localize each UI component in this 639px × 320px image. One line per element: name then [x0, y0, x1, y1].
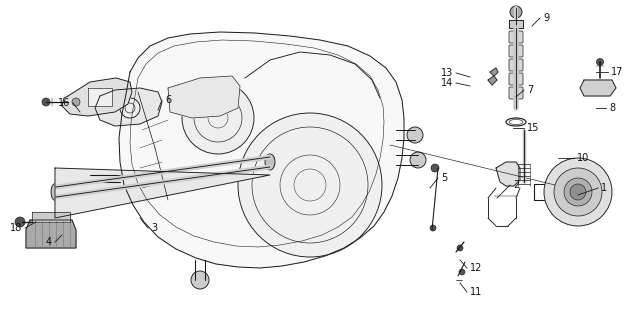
Polygon shape [490, 68, 498, 76]
Polygon shape [95, 88, 162, 126]
FancyBboxPatch shape [509, 73, 523, 85]
Circle shape [457, 245, 463, 251]
Polygon shape [168, 76, 240, 118]
Polygon shape [26, 220, 76, 248]
Ellipse shape [51, 183, 61, 201]
Text: 7: 7 [527, 85, 534, 95]
Text: 9: 9 [543, 13, 549, 23]
Circle shape [510, 6, 522, 18]
Polygon shape [55, 168, 270, 218]
Polygon shape [119, 32, 404, 268]
Text: 15: 15 [527, 123, 539, 133]
FancyBboxPatch shape [509, 31, 523, 43]
Text: 8: 8 [609, 103, 615, 113]
Circle shape [410, 152, 426, 168]
Text: 5: 5 [441, 173, 447, 183]
Circle shape [570, 184, 586, 200]
Text: 4: 4 [46, 237, 52, 247]
Circle shape [407, 127, 423, 143]
Circle shape [191, 271, 209, 289]
Circle shape [238, 113, 382, 257]
Text: 1: 1 [601, 183, 607, 193]
Circle shape [15, 217, 25, 227]
Polygon shape [496, 162, 520, 186]
Circle shape [431, 164, 439, 172]
Text: 11: 11 [470, 287, 482, 297]
Ellipse shape [265, 154, 275, 170]
Circle shape [82, 170, 98, 186]
Text: 2: 2 [513, 180, 520, 190]
Circle shape [596, 59, 603, 66]
Text: 16: 16 [58, 98, 70, 108]
FancyBboxPatch shape [509, 59, 523, 71]
Polygon shape [32, 212, 70, 222]
Text: 13: 13 [441, 68, 453, 78]
Circle shape [182, 82, 254, 154]
Polygon shape [580, 80, 616, 96]
Circle shape [42, 98, 50, 106]
FancyBboxPatch shape [509, 87, 523, 99]
Polygon shape [509, 20, 523, 28]
Text: 6: 6 [165, 95, 171, 105]
Circle shape [430, 225, 436, 231]
Text: 14: 14 [441, 78, 453, 88]
Circle shape [554, 168, 602, 216]
Circle shape [72, 98, 80, 106]
Polygon shape [88, 88, 112, 106]
Circle shape [120, 98, 140, 118]
FancyBboxPatch shape [509, 45, 523, 57]
Polygon shape [62, 78, 132, 116]
Text: 12: 12 [470, 263, 482, 273]
Circle shape [544, 158, 612, 226]
Text: 17: 17 [611, 67, 624, 77]
Text: 3: 3 [151, 223, 157, 233]
Circle shape [459, 269, 465, 275]
Polygon shape [488, 76, 497, 85]
Text: 18: 18 [10, 223, 22, 233]
Circle shape [564, 178, 592, 206]
Text: 10: 10 [577, 153, 589, 163]
